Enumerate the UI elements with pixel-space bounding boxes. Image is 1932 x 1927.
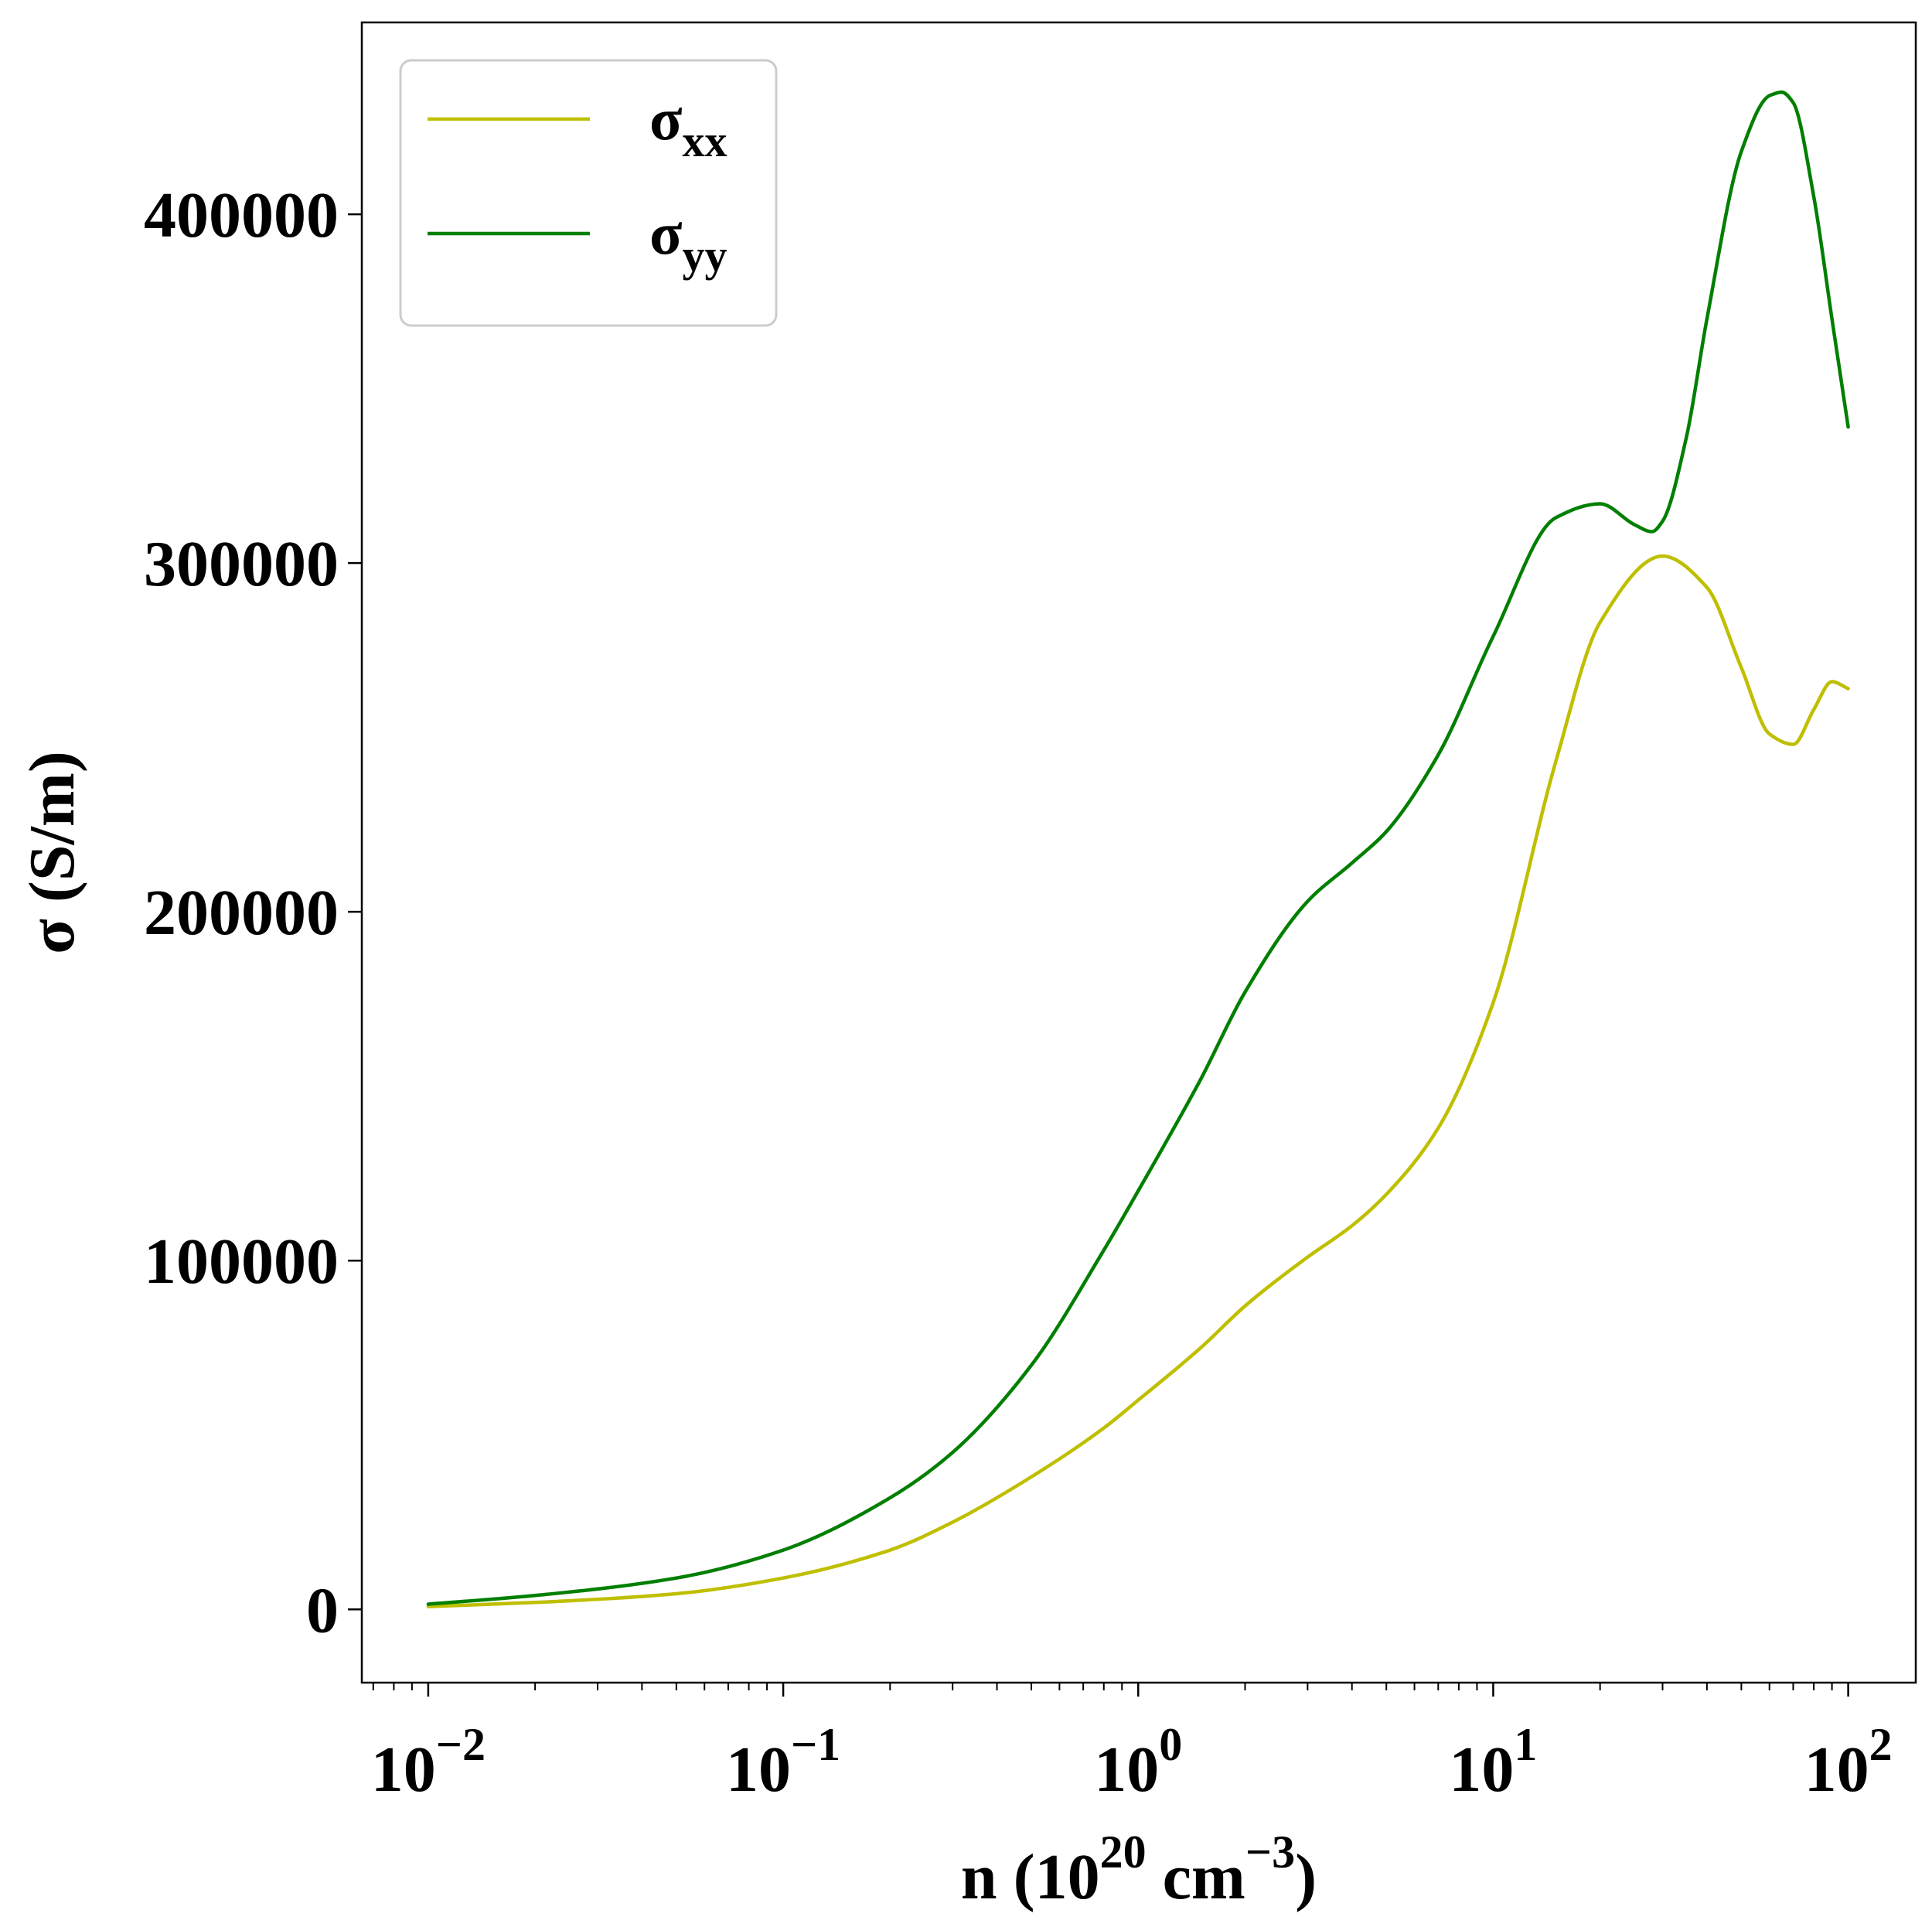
y-axis-label: σ (S/m) <box>16 751 88 954</box>
y-tick-label: 100000 <box>144 1226 339 1298</box>
legend-box <box>399 59 778 327</box>
legend: σxx σyy <box>399 59 778 327</box>
x-tick-label: 10−1 <box>726 1719 840 1806</box>
x-tick-label: 100 <box>1094 1719 1182 1806</box>
x-tick-label: 101 <box>1449 1719 1537 1806</box>
x-axis-label: n (1020 cm−3) <box>961 1826 1317 1913</box>
x-tick-label: 102 <box>1804 1719 1893 1806</box>
ticks-layer: 10−2 10−1 100 101 102 0 100000 200000 300000 4000… <box>144 179 1893 1806</box>
x-tick-label: 10−2 <box>371 1719 486 1806</box>
series-line-yy <box>426 90 1850 1606</box>
y-tick-label: 0 <box>306 1574 339 1646</box>
y-tick-label: 200000 <box>144 877 339 949</box>
legend-label-xx: σxx <box>649 85 727 166</box>
axis-labels: n (1020 cm−3) σ (S/m) <box>16 751 1317 1913</box>
y-tick-label: 400000 <box>144 179 339 251</box>
series-line-xx <box>426 554 1850 1608</box>
legend-label-yy: σyy <box>649 200 727 281</box>
series-layer <box>426 90 1850 1608</box>
y-tick-label: 300000 <box>144 528 339 600</box>
